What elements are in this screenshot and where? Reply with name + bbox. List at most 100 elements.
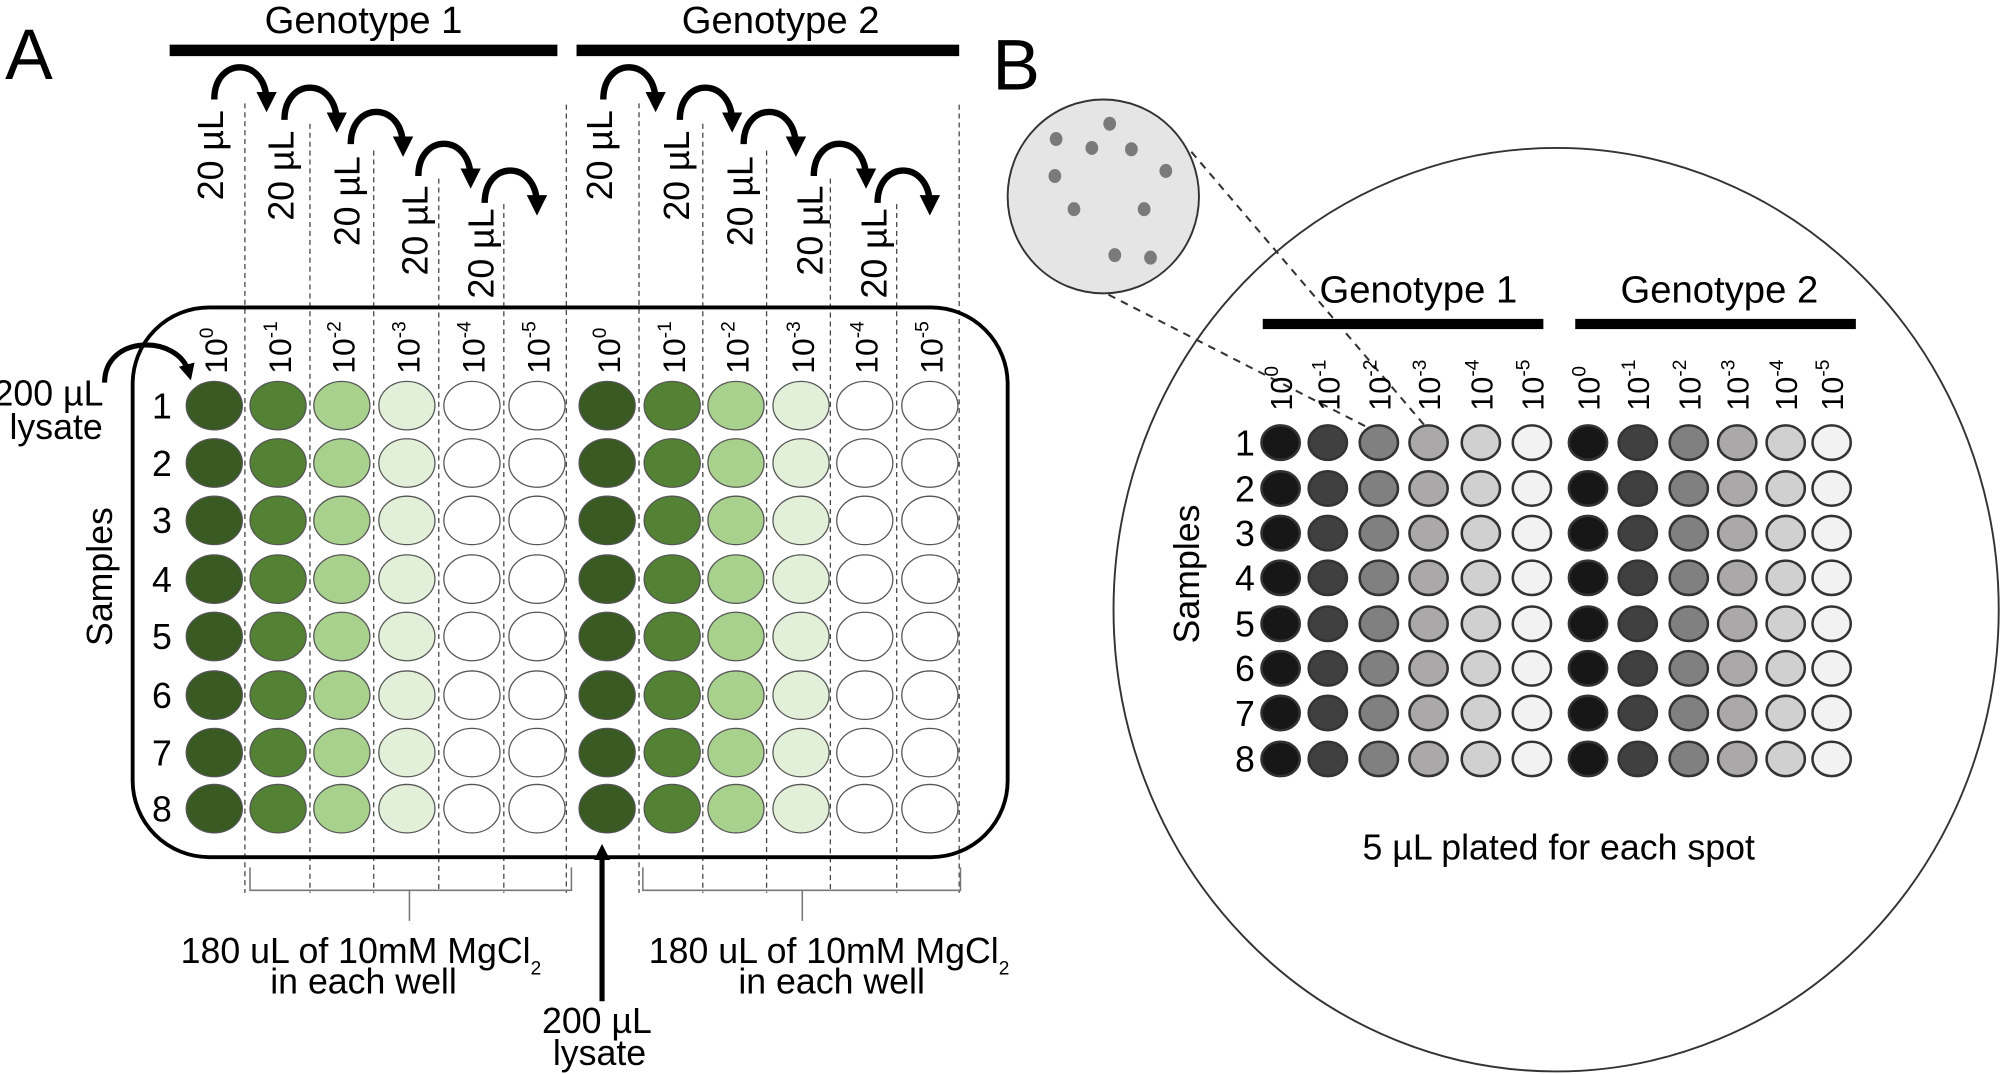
plate-well <box>578 611 636 662</box>
zoom-guide-line-top <box>1190 151 1429 430</box>
spot <box>1765 605 1807 643</box>
plate-well <box>185 727 243 778</box>
plate-well <box>901 783 959 834</box>
colony <box>1049 132 1063 147</box>
colony <box>1144 250 1157 265</box>
dilution-label: 10-1 <box>261 321 298 373</box>
spot <box>1511 605 1553 643</box>
panel-a-label: A <box>5 15 53 95</box>
plate-well <box>313 495 371 546</box>
spot <box>1668 649 1710 687</box>
colony <box>1159 163 1173 178</box>
plate-well <box>901 727 959 778</box>
spot-sample-number: 1 <box>1235 423 1255 463</box>
plate-well <box>443 670 501 721</box>
spot <box>1307 424 1349 462</box>
spot <box>1511 470 1553 508</box>
plate-well <box>249 783 307 834</box>
plating-note: 5 µL plated for each spot <box>1362 828 1754 868</box>
spot <box>1811 514 1853 552</box>
spot <box>1567 514 1609 552</box>
spot <box>1716 740 1758 778</box>
spot <box>1358 649 1400 687</box>
plate-well <box>443 554 501 604</box>
plate-well <box>578 438 636 488</box>
spot <box>1460 514 1502 552</box>
spot <box>1668 470 1710 508</box>
spot <box>1668 694 1710 732</box>
plate-well <box>508 611 566 662</box>
colony <box>1108 248 1122 263</box>
spot <box>1460 559 1502 597</box>
plate-well <box>836 783 894 834</box>
diluent-label-2-line2: in each well <box>738 962 925 1002</box>
spot <box>1511 514 1553 552</box>
transfer-volume-label: 20 µL <box>580 110 620 200</box>
spot <box>1765 740 1807 778</box>
spot <box>1668 559 1710 597</box>
lysate-volume-label-bottom: 200 µL <box>542 1001 652 1041</box>
plate-well <box>443 495 501 546</box>
colony <box>1085 140 1099 155</box>
plate-well <box>901 438 959 488</box>
spot <box>1765 694 1807 732</box>
transfer-volume-label: 20 µL <box>261 131 301 221</box>
dilution-label: 10-1 <box>655 321 692 373</box>
plate-well <box>901 611 959 662</box>
transfer-volume-label: 20 µL <box>328 156 368 246</box>
plate-well <box>707 380 765 431</box>
plate-well <box>643 554 701 604</box>
plate-well <box>313 438 371 488</box>
spot <box>1260 649 1302 687</box>
plate-well <box>772 380 830 431</box>
spot <box>1358 514 1400 552</box>
colony <box>1125 142 1138 157</box>
transfer-volume-label: 20 µL <box>191 110 231 200</box>
plate-well <box>508 554 566 604</box>
dilution-label: 10-3 <box>390 321 427 373</box>
spot <box>1567 649 1609 687</box>
sample-number: 2 <box>152 444 172 484</box>
spot <box>1617 694 1659 732</box>
genotype-1-label: Genotype 1 <box>265 0 463 42</box>
spot-dilution-label: 10-5 <box>1513 360 1550 411</box>
sample-number: 3 <box>152 501 172 541</box>
spot <box>1408 424 1449 462</box>
spot <box>1260 424 1302 462</box>
dilution-label: 10-3 <box>784 321 821 373</box>
lysate-word-label-bottom: lysate <box>553 1033 646 1073</box>
lysate-add-arrow-icon <box>102 342 195 383</box>
plate-well <box>443 380 501 431</box>
plate-well <box>508 670 566 721</box>
plate-well <box>249 380 307 431</box>
plate-well <box>772 495 830 546</box>
transfer-arrow-icon <box>281 84 347 133</box>
plate-well <box>643 727 701 778</box>
plate-well <box>185 554 243 604</box>
colony <box>1103 116 1117 131</box>
spot <box>1617 559 1659 597</box>
spot <box>1260 740 1302 778</box>
spot-wells <box>1260 424 1853 778</box>
plate-genotype-2-bar <box>1575 318 1856 330</box>
plate-well <box>249 727 307 778</box>
plate-well <box>836 495 894 546</box>
spot-sample-number: 7 <box>1235 694 1255 734</box>
spot-dilution-labels: 10010-110-210-310-410-510010-110-210-310… <box>1262 359 1850 410</box>
spot <box>1307 605 1349 643</box>
transfer-arrow-icon <box>810 140 877 189</box>
spot <box>1358 694 1400 732</box>
spot-dilution-label: 100 <box>1569 366 1606 411</box>
plate-well <box>836 554 894 604</box>
plate-well <box>901 380 959 431</box>
spot <box>1668 514 1710 552</box>
transfer-arrow-icon <box>481 167 548 216</box>
plate-well <box>836 611 894 662</box>
plate-well <box>578 670 636 721</box>
spot <box>1511 559 1553 597</box>
spot <box>1358 424 1400 462</box>
spot <box>1307 740 1349 778</box>
plate-well <box>185 670 243 721</box>
plate-well <box>578 727 636 778</box>
plate-sample-numbers: 1 2 3 4 5 6 7 8 <box>152 386 172 829</box>
